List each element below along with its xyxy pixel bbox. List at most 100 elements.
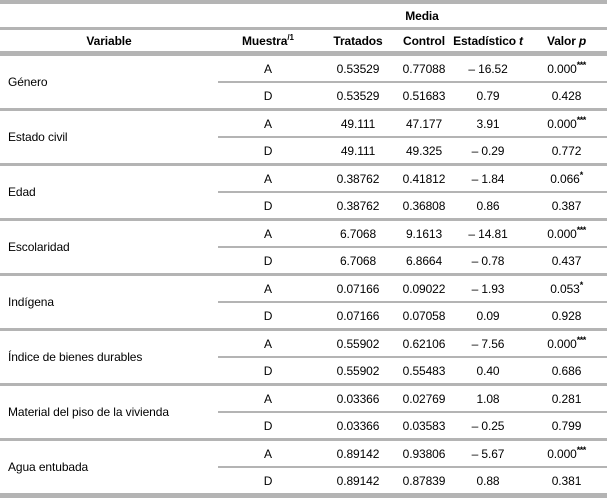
t-stat-cell: – 0.25	[471, 418, 505, 433]
control-cell: 0.62106	[402, 336, 446, 351]
significance-stars: ***	[576, 334, 587, 345]
t-stat-cell: 0.40	[476, 363, 500, 378]
muestra-cell: A	[264, 61, 272, 76]
tratados-cell: 0.89142	[336, 446, 380, 461]
p-value: 0.428	[551, 88, 582, 103]
table-row-group: Estado civil A 49.111 47.177 3.91 0.000*…	[0, 111, 607, 163]
p-value: 0.387	[551, 198, 582, 213]
col-header-estadistico-t: Estadístico t	[450, 34, 526, 48]
t-stat-cell: – 14.81	[468, 226, 508, 241]
muestra-cell: A	[264, 336, 272, 351]
group-separator	[0, 273, 607, 276]
tratados-cell: 0.89142	[336, 473, 380, 488]
partial-rule	[218, 356, 607, 358]
variable-label: Índice de bienes durables	[8, 350, 143, 364]
t-stat-cell: 0.09	[476, 308, 500, 323]
muestra-cell: A	[264, 281, 272, 296]
partial-rule	[218, 191, 607, 193]
control-cell: 0.36808	[402, 198, 446, 213]
muestra-cell: A	[264, 116, 272, 131]
p-value-cell: 0.686	[526, 364, 607, 378]
table-row-group: Edad A 0.38762 0.41812 – 1.84 0.066* D 0…	[0, 166, 607, 218]
control-cell: 9.1613	[405, 226, 443, 241]
partial-rule	[218, 301, 607, 303]
significance-stars: ***	[576, 444, 587, 455]
muestra-cell: A	[264, 446, 272, 461]
p-value-cell: 0.000***	[526, 444, 607, 461]
muestra-cell: D	[263, 308, 273, 323]
p-value: 0.053	[550, 281, 580, 296]
t-stat-cell: 1.08	[476, 391, 500, 406]
p-value: 0.281	[551, 391, 582, 406]
p-symbol: p	[578, 33, 587, 48]
t-stat-cell: – 1.84	[471, 171, 505, 186]
muestra-cell: D	[263, 143, 273, 158]
tratados-cell: 0.53529	[336, 61, 380, 76]
control-cell: 0.03583	[402, 418, 446, 433]
table-row-group: Material del piso de la vivienda A 0.033…	[0, 386, 607, 438]
p-value-cell: 0.066*	[526, 169, 607, 186]
col-header-tratados: Tratados	[333, 33, 383, 48]
t-stat-cell: – 1.93	[471, 281, 505, 296]
control-cell: 47.177	[405, 116, 443, 131]
variable-label: Estado civil	[8, 130, 68, 144]
p-value: 0.000	[547, 226, 577, 241]
t-stat-cell: 0.79	[476, 88, 500, 103]
t-stat-cell: – 0.29	[471, 143, 505, 158]
p-value: 0.686	[551, 363, 582, 378]
significance-stars: ***	[576, 224, 587, 235]
col-header-variable: Variable	[86, 33, 132, 48]
p-value-cell: 0.000***	[526, 334, 607, 351]
t-stat-cell: – 0.78	[471, 253, 505, 268]
tratados-cell: 0.55902	[336, 363, 380, 378]
valor-label: Valor	[546, 33, 576, 48]
muestra-cell: A	[264, 226, 272, 241]
muestra-cell: D	[263, 88, 273, 103]
p-value: 0.000	[547, 336, 577, 351]
p-value-cell: 0.799	[526, 419, 607, 433]
control-cell: 0.51683	[402, 88, 446, 103]
significance-stars: *	[579, 169, 584, 180]
tratados-cell: 0.03366	[336, 418, 380, 433]
p-value-cell: 0.928	[526, 309, 607, 323]
partial-rule	[218, 136, 607, 138]
p-value: 0.437	[551, 253, 582, 268]
tratados-cell: 0.07166	[336, 281, 380, 296]
p-value-cell: 0.387	[526, 199, 607, 213]
p-value-cell: 0.053*	[526, 279, 607, 296]
group-separator	[0, 383, 607, 386]
tratados-cell: 6.7068	[339, 253, 377, 268]
tratados-cell: 0.03366	[336, 391, 380, 406]
tratados-cell: 0.38762	[336, 171, 380, 186]
muestra-label: Muestra	[242, 33, 288, 48]
bottom-rule	[0, 493, 607, 498]
group-separator	[0, 218, 607, 221]
t-symbol: t	[519, 33, 523, 48]
control-cell: 0.77088	[402, 61, 446, 76]
group-separator	[0, 108, 607, 111]
rule-under-header	[0, 51, 607, 56]
tratados-cell: 0.38762	[336, 198, 380, 213]
tratados-cell: 0.55902	[336, 336, 380, 351]
t-stat-cell: – 16.52	[468, 61, 508, 76]
partial-rule	[218, 81, 607, 83]
p-value-cell: 0.381	[526, 474, 607, 488]
p-value-cell: 0.000***	[526, 224, 607, 241]
top-rule	[0, 0, 607, 4]
variable-label: Material del piso de la vivienda	[8, 405, 169, 419]
variable-label: Escolaridad	[8, 240, 70, 254]
partial-rule	[218, 466, 607, 468]
muestra-cell: A	[264, 391, 272, 406]
tratados-cell: 6.7068	[339, 226, 377, 241]
p-value-cell: 0.428	[526, 89, 607, 103]
group-separator	[0, 438, 607, 441]
significance-stars: *	[579, 279, 584, 290]
control-cell: 0.41812	[402, 171, 446, 186]
control-cell: 0.87839	[402, 473, 446, 488]
muestra-cell: D	[263, 418, 273, 433]
footnote-marker: /1	[287, 32, 294, 42]
t-stat-cell: 3.91	[476, 116, 500, 131]
p-value-cell: 0.772	[526, 144, 607, 158]
partial-rule	[218, 411, 607, 413]
t-stat-cell: 0.88	[476, 473, 500, 488]
